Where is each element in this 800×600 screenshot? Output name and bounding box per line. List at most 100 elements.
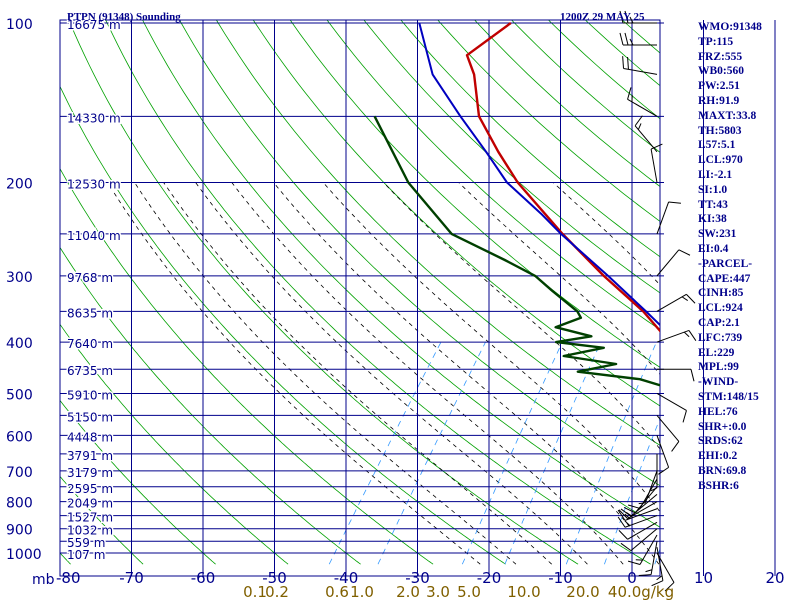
height-label: 1527 m bbox=[67, 511, 113, 525]
dewpoint-profile-line bbox=[373, 115, 660, 387]
dry-adiabat-line bbox=[60, 85, 506, 565]
stat-item: LI:-2.1 bbox=[698, 168, 733, 181]
height-label: 559 m bbox=[67, 536, 105, 550]
moist-adiabat-line bbox=[107, 182, 481, 565]
stat-item: MPL:99 bbox=[698, 361, 739, 374]
temperature-tick-label: 0 bbox=[627, 569, 637, 587]
wind-barb-feather bbox=[617, 516, 626, 528]
moist-adiabat-line bbox=[195, 182, 588, 565]
stat-item: -PARCEL- bbox=[698, 257, 753, 270]
wind-barb-shaft bbox=[656, 415, 680, 442]
wind-barb-shaft bbox=[630, 528, 658, 551]
wind-barb-feather bbox=[651, 580, 664, 587]
wind-barb-shaft bbox=[624, 515, 658, 528]
wind-barbs bbox=[617, 10, 697, 592]
dry-adiabat-line bbox=[252, 20, 660, 407]
sounding-index-panel: WMO:91348 TP:115 FRZ:555 WB0:560 PW:2.51 RH:9… bbox=[698, 20, 798, 494]
temperature-profile-line bbox=[465, 22, 660, 333]
wind-barb-feather bbox=[671, 441, 680, 452]
stat-item: BRN:69.8 bbox=[698, 464, 747, 477]
wind-barb-shaft bbox=[656, 201, 670, 235]
wind-barb-shaft bbox=[656, 329, 690, 343]
wind-barb-feather bbox=[682, 410, 687, 423]
temperature-tick-label: -40 bbox=[334, 569, 359, 587]
pressure-tick-label: 1000 bbox=[6, 547, 42, 563]
stat-item: EHI:0.2 bbox=[698, 450, 738, 463]
height-label: 3179 m bbox=[67, 466, 113, 480]
dry-adiabat-line bbox=[60, 246, 361, 565]
wind-barb-feather bbox=[686, 294, 696, 304]
wind-barb-shaft bbox=[656, 435, 670, 468]
wind-barb-feather bbox=[629, 38, 634, 46]
mixing-ratio-line bbox=[328, 341, 442, 565]
wind-barb-shaft bbox=[627, 98, 658, 117]
stat-item: TH:5803 bbox=[698, 124, 742, 137]
stat-item: FRZ:555 bbox=[698, 50, 743, 63]
wind-barb-feather bbox=[617, 509, 626, 521]
stat-item: -WIND- bbox=[698, 376, 739, 389]
mixing-ratio-label: 3.0 bbox=[426, 583, 450, 600]
stat-item: LCL:970 bbox=[698, 154, 743, 167]
wind-barb-shaft bbox=[650, 541, 658, 575]
parcel-profile-line bbox=[418, 22, 660, 327]
height-label: 5910 m bbox=[67, 388, 113, 402]
mixing-ratio-label: 40.0g/kg bbox=[608, 583, 674, 600]
wind-barb-shaft bbox=[656, 393, 687, 411]
stat-item: SRDS:62 bbox=[698, 435, 743, 448]
wind-barb-feather bbox=[620, 542, 632, 552]
wind-barb-feather bbox=[658, 466, 669, 475]
wind-barb-shaft bbox=[634, 125, 658, 153]
wind-barb-feather bbox=[620, 508, 632, 517]
stat-item: RH:91.9 bbox=[698, 94, 740, 107]
wind-barb-feather bbox=[688, 330, 697, 341]
wind-barb-feather bbox=[678, 249, 691, 256]
height-label: 1032 m bbox=[67, 524, 113, 538]
mixing-ratio-label: 2.0 bbox=[396, 583, 420, 600]
moist-adiabat-line bbox=[231, 182, 624, 565]
wind-barb-feather bbox=[624, 32, 629, 46]
stat-item: EL:229 bbox=[698, 346, 735, 359]
wind-barb-feather bbox=[619, 10, 624, 24]
wind-barb-feather bbox=[618, 530, 628, 540]
wind-barb-feather bbox=[624, 10, 629, 24]
temperature-tick-label: 10 bbox=[694, 569, 713, 587]
height-label: 4448 m bbox=[67, 430, 113, 444]
wind-barb-shaft bbox=[656, 293, 687, 312]
wind-barb-feather bbox=[638, 502, 646, 505]
stat-item: PW:2.51 bbox=[698, 80, 740, 93]
mixing-ratio-label: 1.0 bbox=[350, 583, 374, 600]
wind-barb-shaft bbox=[627, 521, 658, 540]
mixing-ratio-label: 20.0 bbox=[566, 583, 599, 600]
wind-barb-feather bbox=[627, 87, 632, 100]
height-label: 6735 m bbox=[67, 364, 113, 378]
dry-adiabat-line bbox=[363, 20, 660, 294]
pressure-tick-label: 300 bbox=[6, 270, 33, 286]
stat-item: CINH:85 bbox=[698, 287, 744, 300]
height-label: 12530 m bbox=[67, 178, 121, 192]
pressure-tick-label: 500 bbox=[6, 387, 33, 403]
dry-adiabat-line bbox=[215, 20, 660, 446]
mixing-ratio-line bbox=[565, 341, 657, 565]
plot-frame bbox=[59, 19, 661, 577]
wind-barb-feather bbox=[627, 560, 641, 565]
wind-barb-feather bbox=[650, 487, 658, 492]
profile-lines bbox=[373, 22, 660, 387]
height-label: 8635 m bbox=[67, 306, 113, 320]
dry-adiabat-line bbox=[326, 20, 660, 331]
pressure-tick-label: 700 bbox=[6, 465, 33, 481]
stat-item: TT:43 bbox=[698, 198, 728, 211]
height-label: 107 m bbox=[67, 548, 105, 562]
moist-adiabat-line bbox=[273, 182, 660, 565]
stat-item: SHR+:0.0 bbox=[698, 420, 747, 433]
mixing-ratio-label: 0.1 bbox=[243, 583, 267, 600]
wind-barb-feather bbox=[656, 575, 663, 581]
wind-barb-feather bbox=[683, 331, 690, 338]
grid-lines bbox=[59, 19, 776, 577]
pressure-tick-label: 600 bbox=[6, 429, 33, 445]
temperature-tick-label: -30 bbox=[405, 569, 430, 587]
dry-adiabat-line bbox=[142, 20, 660, 528]
wind-barb-feather bbox=[622, 56, 625, 69]
temperature-tick-label: -70 bbox=[119, 569, 144, 587]
wind-barb-shaft bbox=[656, 547, 664, 581]
